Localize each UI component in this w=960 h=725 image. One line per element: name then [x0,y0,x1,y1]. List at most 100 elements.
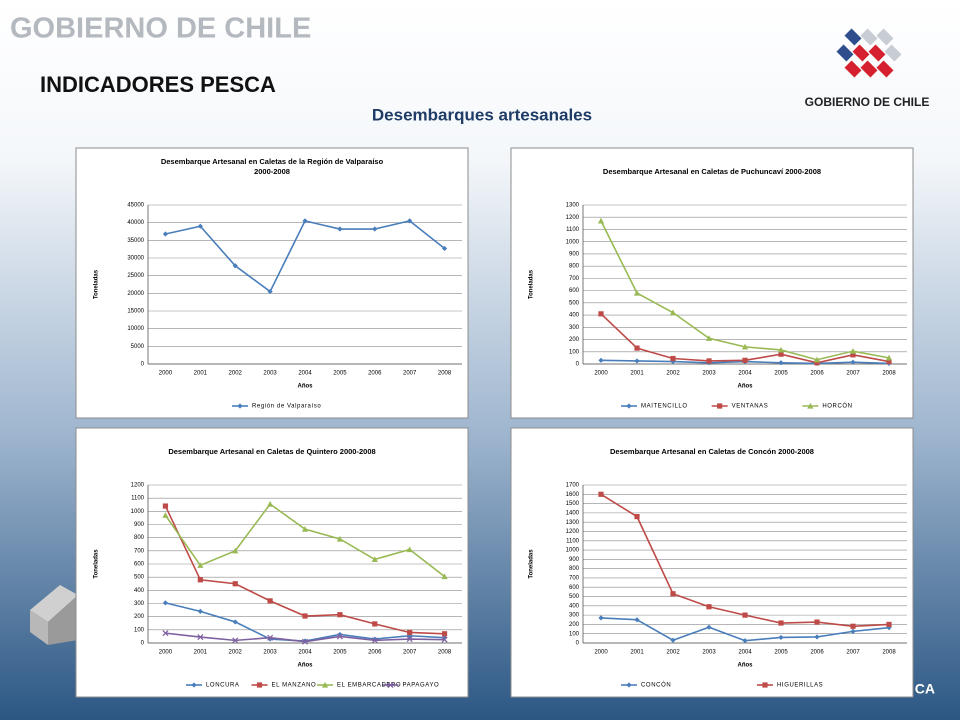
x-tick-label: 2000 [159,371,173,377]
y-tick-label: 300 [569,613,580,619]
marker [197,562,204,568]
y-axis-label: Toneladas [529,549,535,579]
marker [406,546,413,553]
marker [634,358,640,364]
marker [336,633,343,640]
marker [814,619,820,625]
y-tick-label: 200 [134,614,145,620]
chart-title: Desembarque Artesanal en Caletas de Puch… [603,167,821,176]
y-tick-label: 10000 [127,326,144,332]
x-tick-label: 2006 [810,371,824,377]
y-tick-label: 800 [134,535,145,541]
legend-marker [807,402,814,409]
marker [232,637,239,644]
marker [337,226,343,232]
marker [597,217,605,224]
x-tick-label: 2007 [846,371,860,377]
chart-title: Desembarque Artesanal en Caletas de la R… [161,157,384,166]
marker [850,359,856,365]
y-tick-label: 1400 [566,510,580,516]
marker [598,357,604,363]
y-tick-label: 1200 [566,215,580,221]
legend-marker [256,682,263,688]
x-tick-label: 2003 [702,650,716,656]
marker [197,577,203,583]
legend-marker [191,682,197,688]
y-tick-label: 500 [569,594,580,600]
y-tick-label: 400 [569,313,580,319]
y-tick-label: 0 [141,362,145,368]
y-tick-label: 15000 [127,309,144,315]
y-tick-label: 20000 [127,291,144,297]
x-tick-label: 2000 [159,650,173,656]
legend-label: MAITENCILLO [641,404,688,410]
slide-title: INDICADORES PESCA [40,72,276,97]
y-tick-label: 1200 [131,483,145,489]
y-tick-label: 600 [569,288,580,294]
marker [302,218,308,224]
marker [886,358,892,365]
x-tick-label: 2004 [738,371,752,377]
marker [162,630,169,637]
y-tick-label: 1700 [566,483,580,489]
marker [232,619,238,625]
legend-label: HORCÓN [822,403,852,410]
marker [441,631,448,637]
marker [669,309,677,316]
legend-label: EL MANZANO [272,683,317,689]
marker [778,360,784,366]
y-tick-label: 5000 [131,344,145,350]
marker [670,355,676,362]
chart-frame [510,427,914,698]
x-tick-label: 2003 [263,371,277,377]
y-tick-label: 1200 [566,529,580,535]
marker [301,526,309,532]
legend-label: LONCURA [206,683,240,689]
marker [850,352,856,358]
marker [706,624,712,630]
x-axis-label: Años [738,663,754,669]
marker [886,621,892,628]
x-tick-label: 2005 [774,371,788,377]
y-tick-label: 1000 [131,509,145,515]
marker [849,348,857,354]
marker [197,634,204,641]
legend-label: HIGUERILLAS [777,683,823,689]
marker [301,638,309,645]
marker [850,623,856,629]
legend-label: PAPAGAYO [403,683,440,689]
marker [372,226,378,232]
x-tick-label: 2008 [882,371,896,377]
marker [886,625,892,631]
y-tick-label: 300 [569,325,580,331]
legend-marker [762,682,768,688]
marker [742,357,748,363]
y-tick-label: 700 [134,548,145,554]
marker [814,634,820,640]
x-tick-label: 2008 [438,371,452,377]
x-tick-label: 2003 [702,371,716,377]
chart-frame [75,147,469,419]
chart: Desembarque Artesanal en Caletas de la R… [75,147,469,419]
y-tick-label: 1500 [566,501,580,507]
y-tick-label: 1300 [566,520,580,526]
x-tick-label: 2001 [194,650,208,656]
legend-label: VENTANAS [732,404,769,410]
y-tick-label: 1000 [566,548,580,554]
chart-title: Desembarque Artesanal en Caletas de Conc… [610,447,814,456]
x-tick-label: 2000 [594,650,608,656]
marker [777,346,785,353]
y-tick-label: 700 [569,576,580,582]
decoration [30,585,78,645]
marker [850,628,856,634]
x-tick-label: 2005 [774,650,788,656]
marker [162,512,169,518]
x-tick-label: 2005 [333,371,347,377]
marker [598,311,604,317]
x-tick-label: 2001 [630,371,644,377]
x-tick-label: 2002 [666,650,680,656]
marker [633,289,641,296]
marker [232,547,239,554]
marker [372,636,378,642]
x-tick-label: 2006 [810,650,824,656]
